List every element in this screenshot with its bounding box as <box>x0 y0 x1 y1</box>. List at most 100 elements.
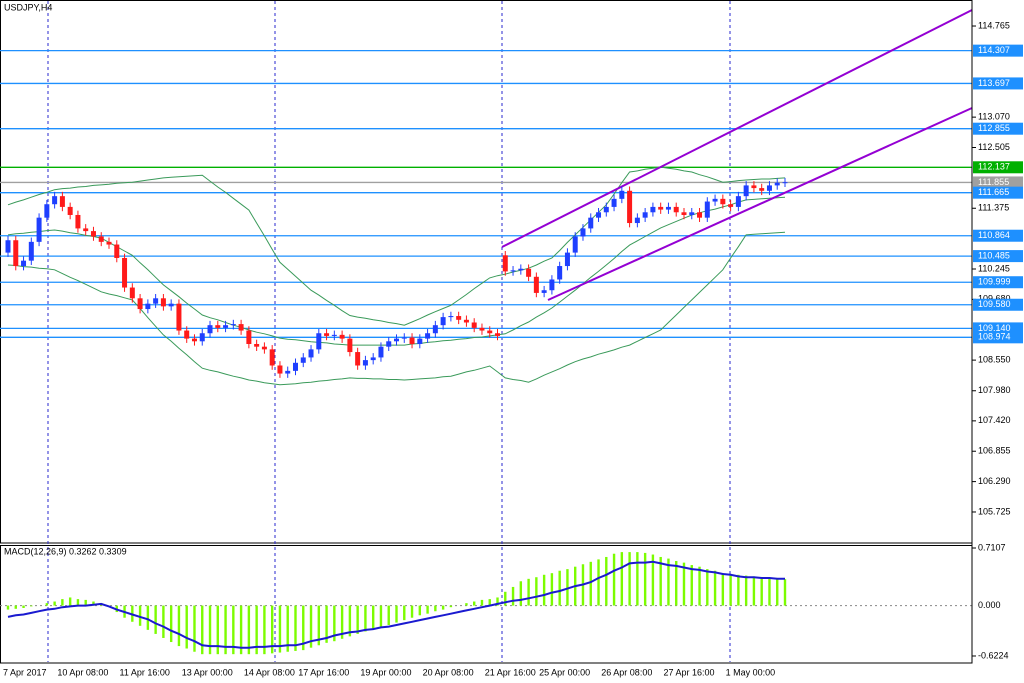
macd-bar <box>713 570 717 606</box>
macd-bar <box>76 599 80 606</box>
candle-body <box>122 257 128 288</box>
macd-bar <box>61 599 64 606</box>
y-tick-label: 110.245 <box>978 263 1010 273</box>
macd-bar <box>154 605 157 634</box>
y-tick-label: 105.725 <box>978 506 1011 516</box>
candle-body <box>650 206 656 213</box>
candle-body <box>720 198 726 205</box>
x-tick-label: 27 Apr 16:00 <box>663 667 714 677</box>
candle-body <box>627 190 633 224</box>
level-label: 109.580 <box>978 299 1011 309</box>
candle-body <box>526 268 532 277</box>
macd-bar <box>193 605 196 652</box>
candle-body <box>362 360 368 366</box>
candle-body <box>557 266 563 280</box>
candle-body <box>673 206 679 213</box>
candle-body <box>316 333 322 350</box>
candle-body <box>261 346 267 350</box>
candle-body <box>75 214 81 229</box>
macd-bar <box>92 601 95 606</box>
macd-tick-label: 0.000 <box>978 600 1001 610</box>
candle-body <box>425 333 431 339</box>
macd-bar <box>426 605 429 614</box>
y-tick-label: 108.550 <box>978 354 1011 364</box>
y-tick-label: 107.980 <box>978 385 1011 395</box>
macd-bar <box>729 573 732 606</box>
macd-bar <box>185 605 188 649</box>
macd-bar <box>302 605 305 651</box>
band-lower <box>7 231 786 386</box>
level-label: 112.137 <box>978 162 1010 172</box>
candle-body <box>471 322 477 328</box>
macd-bar <box>760 577 763 606</box>
candle-body <box>518 268 524 271</box>
y-tick-label: 109.680 <box>978 294 1011 304</box>
macd-bar <box>22 605 25 608</box>
macd-bar <box>434 605 437 612</box>
candle-body <box>331 334 337 336</box>
macd-bar <box>737 574 740 606</box>
y-tick-label: 106.855 <box>978 446 1011 456</box>
candle-body <box>479 327 485 331</box>
candle-body <box>269 349 275 366</box>
macd-bar <box>6 605 10 610</box>
candle-body <box>658 206 664 210</box>
level-label-box <box>973 250 1023 263</box>
candle-body <box>735 196 741 207</box>
candle-body <box>448 316 454 318</box>
candle-body <box>751 185 757 189</box>
macd-bar <box>620 552 624 606</box>
x-tick-label: 14 Apr 08:00 <box>244 667 295 677</box>
candle-body <box>728 204 734 207</box>
candle-body <box>246 330 252 344</box>
macd-bar <box>333 605 336 642</box>
macd-bar <box>643 552 647 606</box>
x-tick-label: 20 Apr 08:00 <box>423 667 474 677</box>
candle-body <box>759 188 765 191</box>
macd-bar <box>675 561 678 606</box>
candle-body <box>743 185 749 197</box>
candle-body <box>230 324 236 326</box>
axes: 114.765 113.070 112.505 111.375 110.245 109.6… <box>3 0 1023 677</box>
macd-bar <box>294 605 297 651</box>
macd-bar <box>597 559 600 606</box>
candle-body <box>533 276 539 293</box>
candle-body <box>324 333 330 336</box>
candle-body <box>440 317 446 326</box>
candle-body <box>52 196 58 205</box>
macd-bar <box>519 581 523 606</box>
macd-tick-label: -0.6224 <box>978 650 1009 660</box>
x-tick-label: 11 Apr 16:00 <box>120 667 170 677</box>
macd-bar <box>162 605 165 638</box>
level-label-box <box>973 77 1023 90</box>
macd-bar <box>317 605 320 646</box>
candle-body <box>254 343 260 347</box>
candle-body <box>83 228 89 232</box>
level-label: 111.855 <box>978 177 1009 187</box>
candle-body <box>564 252 570 267</box>
x-tick-label: 7 Apr 2017 <box>3 667 47 677</box>
macd-bar <box>488 599 491 606</box>
candle-body <box>106 241 112 245</box>
y-tick-label: 111.375 <box>978 203 1009 213</box>
macd-bar <box>45 603 49 606</box>
candle-body <box>285 370 291 374</box>
candle-body <box>292 362 298 371</box>
x-tick-label: 10 Apr 08:00 <box>57 667 108 677</box>
candle-body <box>13 240 19 267</box>
level-label: 114.307 <box>978 45 1010 55</box>
candle-body <box>766 185 772 191</box>
macd-bar <box>752 576 756 606</box>
candle-body <box>277 365 283 374</box>
candle-body <box>697 212 703 218</box>
macd-bar <box>68 597 72 606</box>
macd-bar <box>356 605 359 634</box>
candle-body <box>401 337 407 339</box>
macd-bar <box>682 562 686 606</box>
macd-bar <box>146 605 150 630</box>
macd-bar <box>558 570 561 606</box>
macd-bar <box>239 605 243 655</box>
candle-body <box>487 330 493 334</box>
